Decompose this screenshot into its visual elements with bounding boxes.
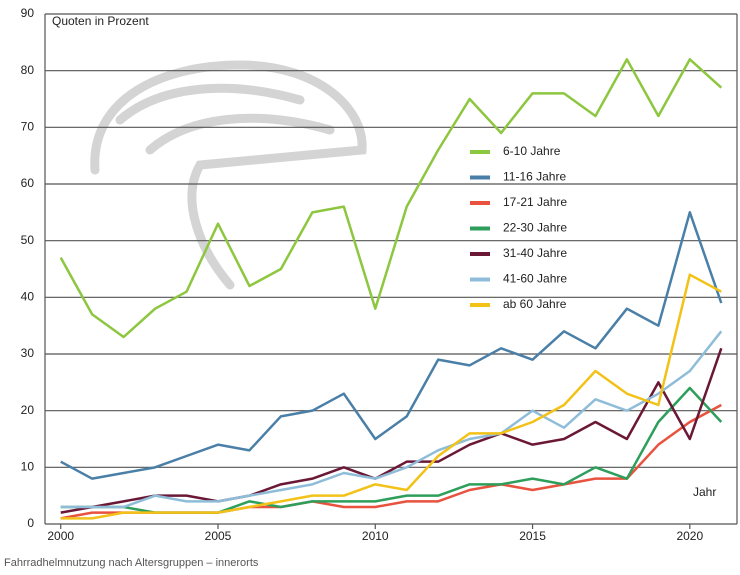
series-line	[60, 211, 723, 480]
legend-label: 22-30 Jahre	[503, 221, 567, 235]
series-line	[60, 386, 723, 514]
legend-label: 41-60 Jahre	[503, 272, 567, 286]
y-tick-label: 50	[21, 233, 35, 247]
y-tick-label: 80	[21, 63, 35, 77]
legend-label: 6-10 Jahre	[503, 144, 561, 158]
x-tick-label: 2020	[676, 529, 703, 543]
x-tick-label: 2010	[362, 529, 389, 543]
series-line	[59, 58, 723, 339]
series-line	[60, 273, 722, 520]
y-tick-label: 70	[21, 120, 35, 134]
y-tick-label: 10	[21, 460, 35, 474]
y-tick-label: 90	[21, 6, 35, 20]
caption: Fahrradhelmnutzung nach Altersgruppen – …	[4, 557, 259, 569]
annotation: Quoten in Prozent	[52, 14, 149, 28]
legend-label: 17-21 Jahre	[503, 195, 567, 209]
x-tick-label: 2015	[519, 529, 546, 543]
y-tick-label: 60	[21, 176, 35, 190]
x-axis-label: Jahr	[693, 485, 716, 499]
legend-label: 31-40 Jahre	[503, 246, 567, 260]
series-line	[60, 403, 722, 520]
y-tick-label: 0	[27, 516, 34, 530]
series-line	[60, 330, 723, 509]
y-tick-label: 40	[21, 290, 35, 304]
y-tick-label: 30	[21, 346, 35, 360]
legend-label: ab 60 Jahre	[503, 297, 567, 311]
series-line	[60, 347, 723, 514]
x-tick-label: 2000	[47, 529, 74, 543]
helmet-icon	[90, 60, 367, 290]
y-tick-label: 20	[21, 403, 35, 417]
legend-label: 11-16 Jahre	[503, 170, 566, 184]
x-tick-label: 2005	[205, 529, 232, 543]
